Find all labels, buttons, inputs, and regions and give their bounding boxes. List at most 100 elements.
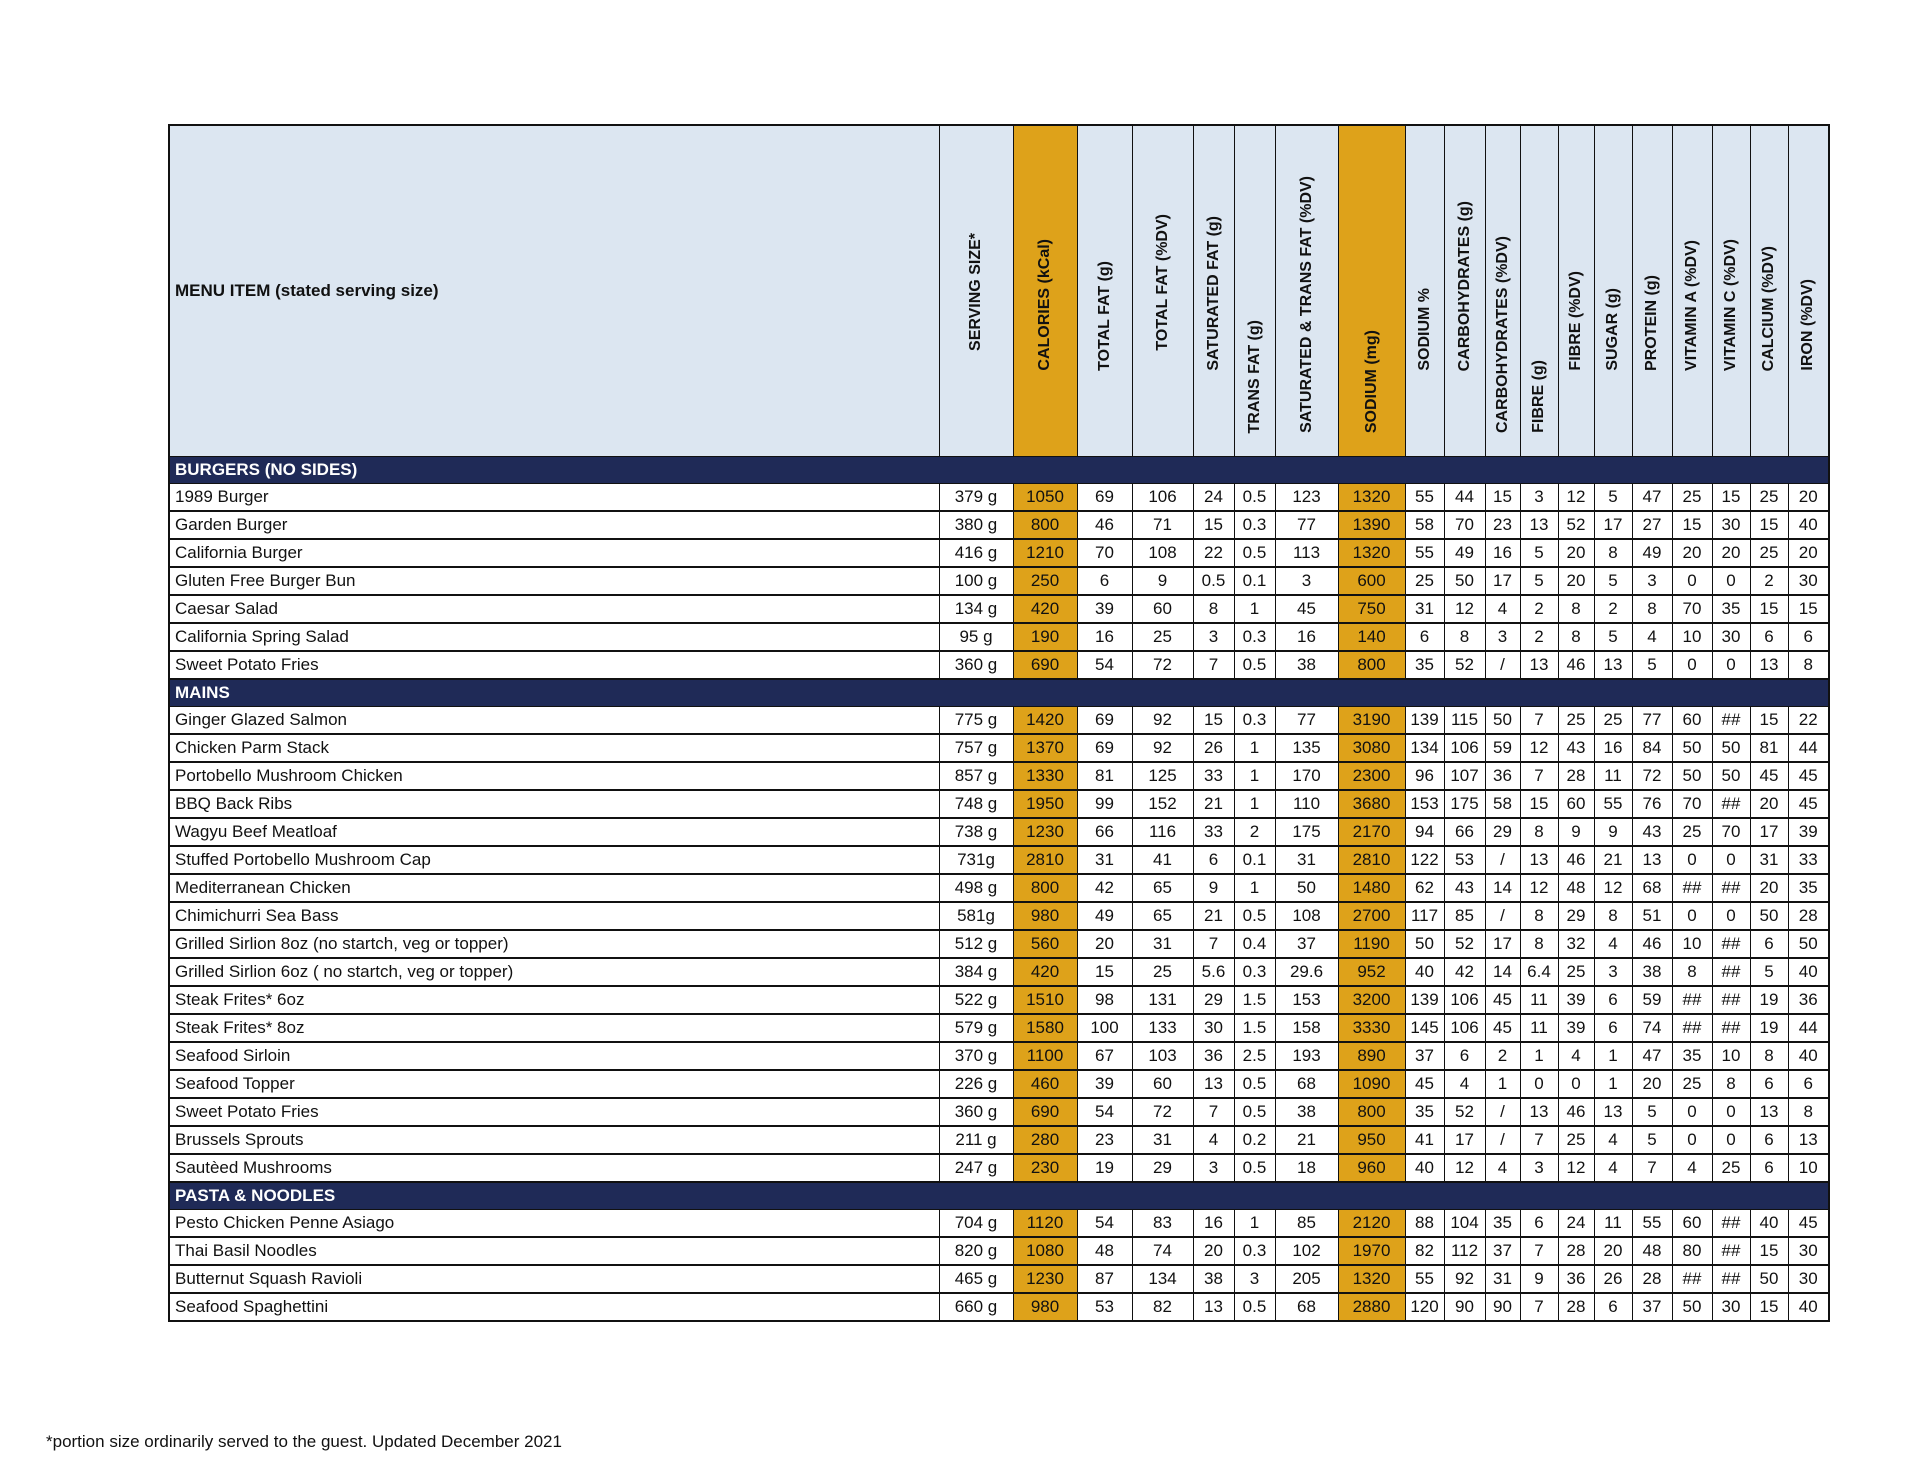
table-cell: 2120 [1337,1209,1406,1238]
table-cell: 49 [1631,538,1673,568]
table-cell: 40 [1749,1209,1789,1238]
table-cell: 50 [1671,733,1713,763]
table-cell: 211 g [938,1125,1014,1155]
table-cell: 13 [1749,1097,1789,1127]
table-cell: 50 [1711,733,1751,763]
table-row: Grilled Sirlion 8oz (no startch, veg or … [168,929,1830,959]
table-cell: 15 [1749,510,1789,540]
menu-item-name: Steak Frites* 6oz [168,985,940,1015]
menu-item-name: Thai Basil Noodles [168,1236,940,1266]
table-cell: 757 g [938,733,1014,763]
table-cell: 950 [1337,1125,1406,1155]
table-cell: 29.6 [1274,957,1339,987]
table-cell: 4 [1593,1125,1633,1155]
column-header-total-fat-dv: TOTAL FAT (%DV) [1131,124,1194,457]
table-row: Sautèed Mushrooms 247 g 230 19 29 3 0.5 18 960 40… [168,1153,1830,1183]
table-cell: 7 [1519,761,1559,791]
table-cell: 6 [1519,1209,1559,1238]
table-cell: 69 [1076,706,1133,735]
table-cell: 4 [1557,1041,1595,1071]
table-cell: 15 [1749,1236,1789,1266]
column-header-label: TOTAL FAT (g) [1095,261,1113,371]
table-cell: 0.3 [1233,957,1276,987]
footnote: *portion size ordinarily served to the g… [46,1432,562,1451]
table-cell: 72 [1131,650,1194,680]
table-cell: 1100 [1012,1041,1078,1071]
table-cell: 40 [1404,957,1445,987]
table-cell: 103 [1131,1041,1194,1071]
table-cell: 31 [1749,845,1789,875]
menu-item-name: Seafood Spaghettini [168,1292,940,1322]
table-cell: 0 [1671,566,1713,596]
table-cell: 87 [1076,1264,1133,1294]
column-header-calcium-dv: CALCIUM (%DV) [1749,124,1789,457]
table-cell: 33 [1192,817,1235,847]
table-cell: 5 [1593,622,1633,652]
table-cell: 80 [1671,1236,1713,1266]
table-cell: 12 [1557,483,1595,512]
table-cell: 280 [1012,1125,1078,1155]
column-header-label: FIBRE (g) [1530,360,1547,433]
nutrition-table: MENU ITEM (stated serving size) SERVING … [168,124,1830,1322]
table-cell: 660 g [938,1292,1014,1322]
table-cell: 8 [1192,594,1235,624]
table-cell: 40 [1404,1153,1445,1183]
table-cell: 2 [1593,594,1633,624]
table-cell: 68 [1274,1069,1339,1099]
table-cell: 28 [1787,901,1830,931]
table-cell: 250 [1012,566,1078,596]
table-cell: 7 [1192,929,1235,959]
section-title: PASTA & NOODLES [169,1181,1829,1210]
table-cell: 20 [1076,929,1133,959]
table-cell: 8 [1593,901,1633,931]
table-cell: 1210 [1012,538,1078,568]
table-cell: 6 [1593,1292,1633,1322]
table-cell: 42 [1076,873,1133,903]
table-cell: 55 [1404,483,1445,512]
table-cell: 85 [1443,901,1486,931]
table-cell: 24 [1192,483,1235,512]
table-cell: 731g [938,845,1014,875]
table-cell: 28 [1557,1236,1595,1266]
table-cell: 50 [1443,566,1486,596]
column-header-sodium: SODIUM % [1404,124,1445,457]
table-cell: 20 [1671,538,1713,568]
table-cell: 29 [1131,1153,1194,1183]
table-cell: 60 [1671,706,1713,735]
table-cell: 54 [1076,650,1133,680]
table-cell: 1420 [1012,706,1078,735]
table-cell: 1320 [1337,1264,1406,1294]
table-cell: 800 [1012,873,1078,903]
table-cell: 41 [1131,845,1194,875]
table-cell: 8 [1593,538,1633,568]
table-cell: 23 [1076,1125,1133,1155]
column-header-fibre-g: FIBRE (g) [1519,124,1559,457]
table-cell: 39 [1557,1013,1595,1043]
table-cell: 3 [1274,566,1339,596]
table-cell: 30 [1711,1292,1751,1322]
table-cell: 4 [1593,1153,1633,1183]
menu-item-name: Chicken Parm Stack [168,733,940,763]
column-header-label: CALORIES (kCal) [1036,239,1053,371]
table-cell: / [1484,845,1521,875]
table-cell: 54 [1076,1209,1133,1238]
table-cell: 15 [1749,594,1789,624]
menu-item-name: Grilled Sirlion 6oz ( no startch, veg or… [168,957,940,987]
table-cell: 1320 [1337,483,1406,512]
table-cell: 145 [1404,1013,1445,1043]
table-cell: 0.3 [1233,622,1276,652]
table-row: Steak Frites* 6oz 522 g 1510 98 131 29 1.5 153 3… [168,985,1830,1015]
table-cell: 0.3 [1233,706,1276,735]
table-cell: 4 [1593,929,1633,959]
table-cell: 122 [1404,845,1445,875]
table-cell: 1 [1233,873,1276,903]
table-cell: 66 [1443,817,1486,847]
table-cell: 1 [1233,789,1276,819]
table-cell: 140 [1337,622,1406,652]
table-cell: 0.4 [1233,929,1276,959]
column-header-label: VITAMIN C (%DV) [1722,238,1739,371]
column-header-label: TRANS FAT (g) [1245,319,1263,433]
table-cell: 26 [1593,1264,1633,1294]
table-cell: 2 [1519,594,1559,624]
table-cell: 8 [1519,817,1559,847]
